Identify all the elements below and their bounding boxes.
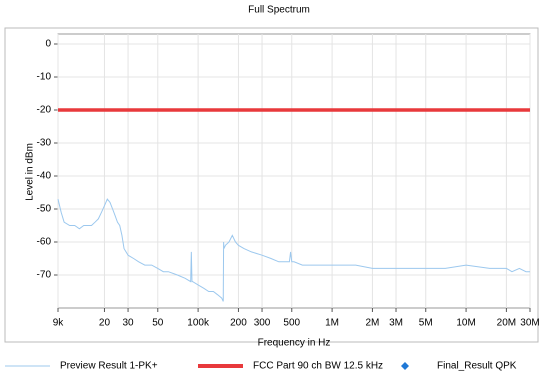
x-tick-label: 200	[230, 318, 247, 329]
legend-label: FCC Part 90 ch BW 12.5 kHz	[253, 361, 383, 372]
legend-label: Preview Result 1-PK+	[60, 361, 158, 372]
plot-area	[57, 33, 531, 309]
x-tick-label: 100k	[187, 318, 210, 329]
x-tick-label: 1M	[325, 318, 339, 329]
y-tick-label: 0	[45, 39, 51, 50]
y-axis-label: Level in dBm	[25, 143, 36, 201]
x-tick-label: 9k	[53, 318, 65, 329]
legend-swatch	[401, 362, 409, 370]
x-tick-label: 30M	[520, 318, 539, 329]
x-tick-label: 20	[99, 318, 111, 329]
x-tick-label: 30	[122, 318, 134, 329]
y-tick-label: -70	[37, 270, 52, 281]
x-tick-label: 500	[283, 318, 300, 329]
y-tick-label: -50	[37, 204, 52, 215]
x-tick-label: 2M	[365, 318, 379, 329]
x-axis-label: Frequency in Hz	[258, 338, 331, 349]
y-tick-label: -60	[37, 237, 52, 248]
y-tick-label: -30	[37, 138, 52, 149]
y-tick-label: -20	[37, 105, 52, 116]
x-tick-label: 10M	[456, 318, 475, 329]
x-tick-label: 300	[254, 318, 271, 329]
legend-label: Final_Result QPK	[437, 361, 517, 372]
x-tick-label: 50	[152, 318, 164, 329]
x-tick-label: 3M	[389, 318, 403, 329]
x-tick-label: 5M	[419, 318, 433, 329]
y-tick-label: -40	[37, 171, 52, 182]
x-tick-label: 20M	[497, 318, 516, 329]
series-line	[57, 198, 530, 302]
y-tick-label: -10	[37, 72, 52, 83]
chart-title: Full Spectrum	[248, 5, 310, 16]
